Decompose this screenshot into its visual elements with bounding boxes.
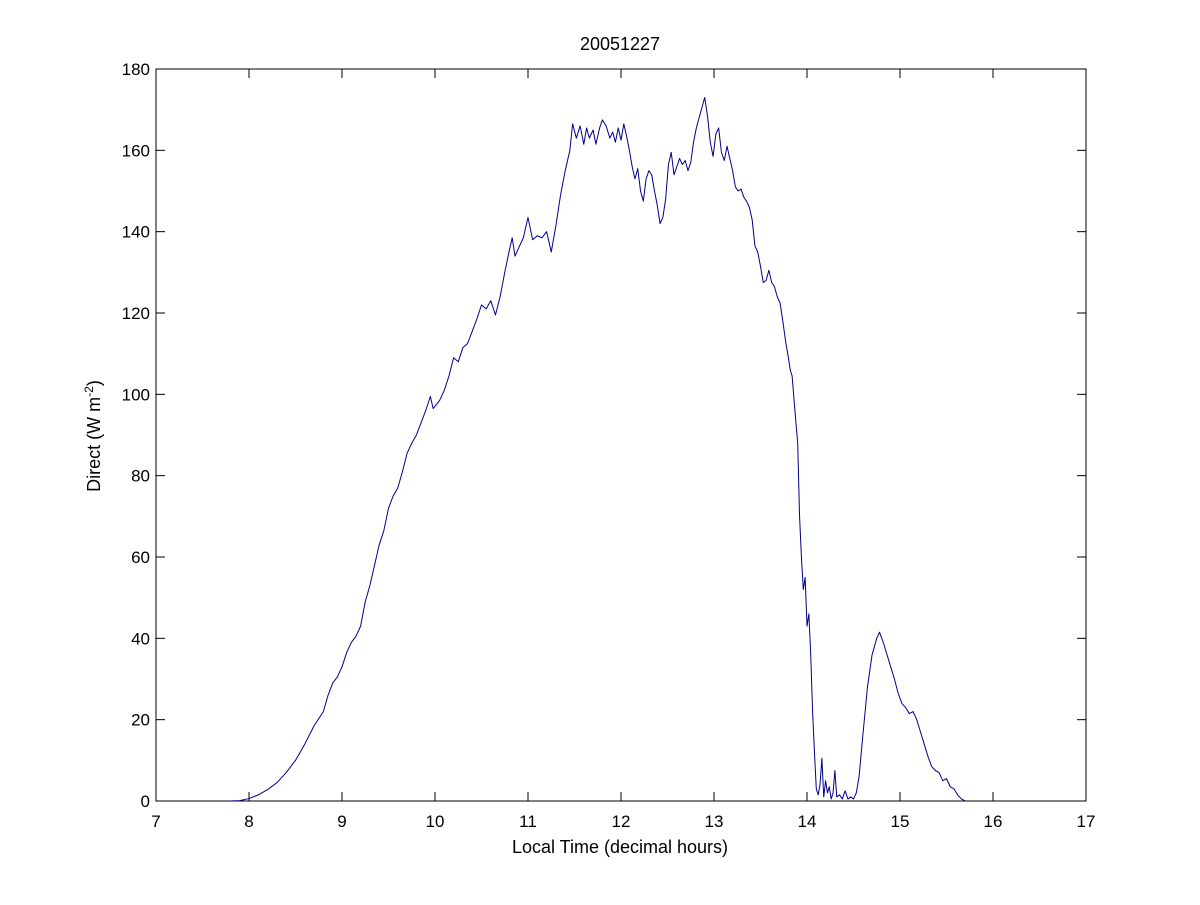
y-axis-label-suffix: ) bbox=[84, 380, 104, 386]
x-tick-label: 11 bbox=[519, 812, 537, 831]
x-tick-label: 16 bbox=[984, 812, 1003, 831]
y-tick-label: 60 bbox=[131, 548, 150, 567]
y-tick-label: 20 bbox=[131, 711, 150, 730]
series-line bbox=[228, 96, 966, 802]
y-tick-label: 160 bbox=[122, 141, 150, 160]
y-axis-label-main: Direct (W m bbox=[84, 397, 104, 492]
y-tick-label: 40 bbox=[131, 629, 150, 648]
chart-title: 20051227 bbox=[580, 34, 660, 54]
x-tick-label: 7 bbox=[151, 812, 160, 831]
y-tick-label: 80 bbox=[131, 467, 150, 486]
y-axis-ticks: 0 20 40 60 80 100 120 140 160 180 bbox=[122, 60, 1086, 811]
x-tick-label: 15 bbox=[891, 812, 910, 831]
y-tick-label: 180 bbox=[122, 60, 150, 79]
y-tick-label: 100 bbox=[122, 385, 150, 404]
x-tick-label: 14 bbox=[798, 812, 817, 831]
x-axis-label: Local Time (decimal hours) bbox=[512, 837, 728, 857]
y-tick-label: 140 bbox=[122, 223, 150, 242]
series-layer bbox=[228, 96, 966, 802]
x-axis-ticks: 7 8 9 10 11 12 13 14 15 16 17 bbox=[151, 69, 1095, 831]
x-tick-label: 10 bbox=[426, 812, 445, 831]
x-tick-label: 12 bbox=[612, 812, 631, 831]
y-tick-label: 120 bbox=[122, 304, 150, 323]
x-tick-label: 13 bbox=[705, 812, 724, 831]
y-axis-label: Direct (W m-2) bbox=[82, 380, 104, 492]
x-tick-label: 17 bbox=[1077, 812, 1096, 831]
x-tick-label: 8 bbox=[244, 812, 253, 831]
y-axis-label-superscript: -2 bbox=[82, 386, 96, 397]
y-tick-label: 0 bbox=[141, 792, 150, 811]
x-tick-label: 9 bbox=[337, 812, 346, 831]
